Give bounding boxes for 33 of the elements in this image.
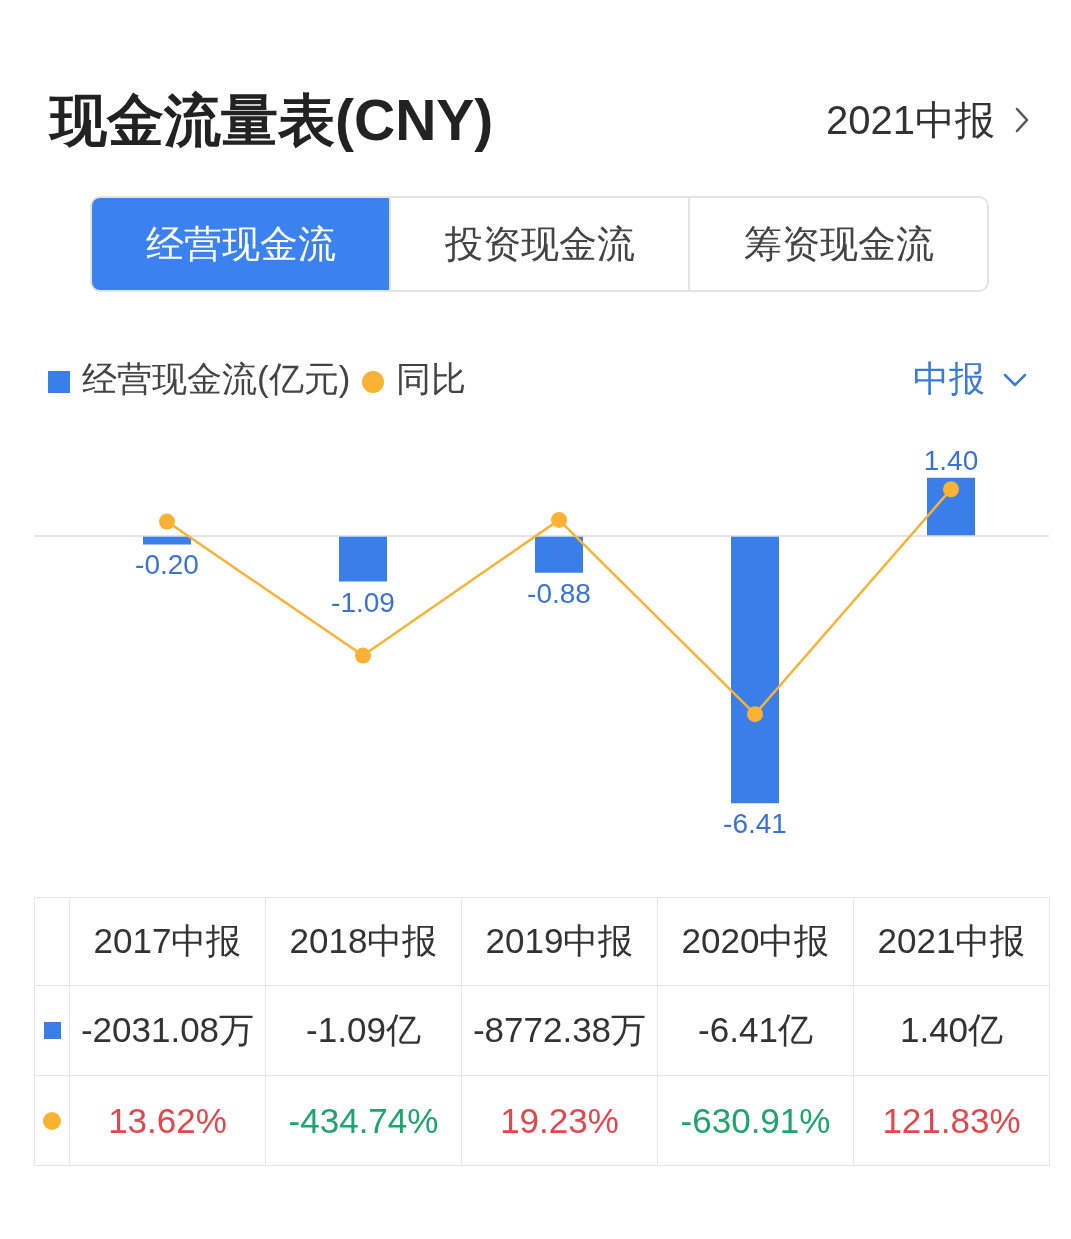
text: 1.40亿 bbox=[853, 985, 1050, 1076]
data-label: -630.91% bbox=[657, 1075, 854, 1166]
data-label: 121.83% bbox=[853, 1075, 1050, 1166]
x-tick-label: 2020中报 bbox=[657, 897, 854, 986]
text: 2021中报 bbox=[826, 97, 995, 143]
data-label: -6.41 bbox=[723, 808, 787, 840]
text: -8772.38万 bbox=[461, 985, 658, 1076]
point bbox=[355, 647, 371, 664]
legend-label: 经营现金流(亿元) bbox=[82, 359, 351, 398]
text: -2031.08万 bbox=[69, 985, 266, 1076]
data-label: -0.20 bbox=[135, 549, 199, 581]
data-label: 1.40 bbox=[923, 444, 979, 476]
x-tick-label: 2021中报 bbox=[853, 897, 1050, 986]
x-tick-label: 2017中报 bbox=[69, 897, 266, 986]
text: 投资现金流 bbox=[389, 198, 688, 290]
point bbox=[159, 513, 175, 530]
text: -6.41亿 bbox=[657, 985, 854, 1076]
point bbox=[943, 481, 959, 498]
data-label: -434.74% bbox=[265, 1075, 462, 1166]
data-label: -0.88 bbox=[527, 577, 591, 609]
text: -1.09亿 bbox=[265, 985, 462, 1076]
chart-title: 现金流量表(CNY) bbox=[50, 88, 494, 152]
text: 筹资现金流 bbox=[688, 198, 987, 290]
text: 经营现金流 bbox=[92, 198, 389, 290]
data-label: 19.23% bbox=[461, 1075, 658, 1166]
data-label: -1.09 bbox=[331, 586, 395, 618]
point bbox=[551, 511, 567, 528]
text: 中报 bbox=[913, 357, 985, 401]
legend-label: 同比 bbox=[396, 359, 467, 398]
data-label: 13.62% bbox=[69, 1075, 266, 1166]
point bbox=[747, 706, 763, 723]
x-tick-label: 2018中报 bbox=[265, 897, 462, 986]
x-tick-label: 2019中报 bbox=[461, 897, 658, 986]
